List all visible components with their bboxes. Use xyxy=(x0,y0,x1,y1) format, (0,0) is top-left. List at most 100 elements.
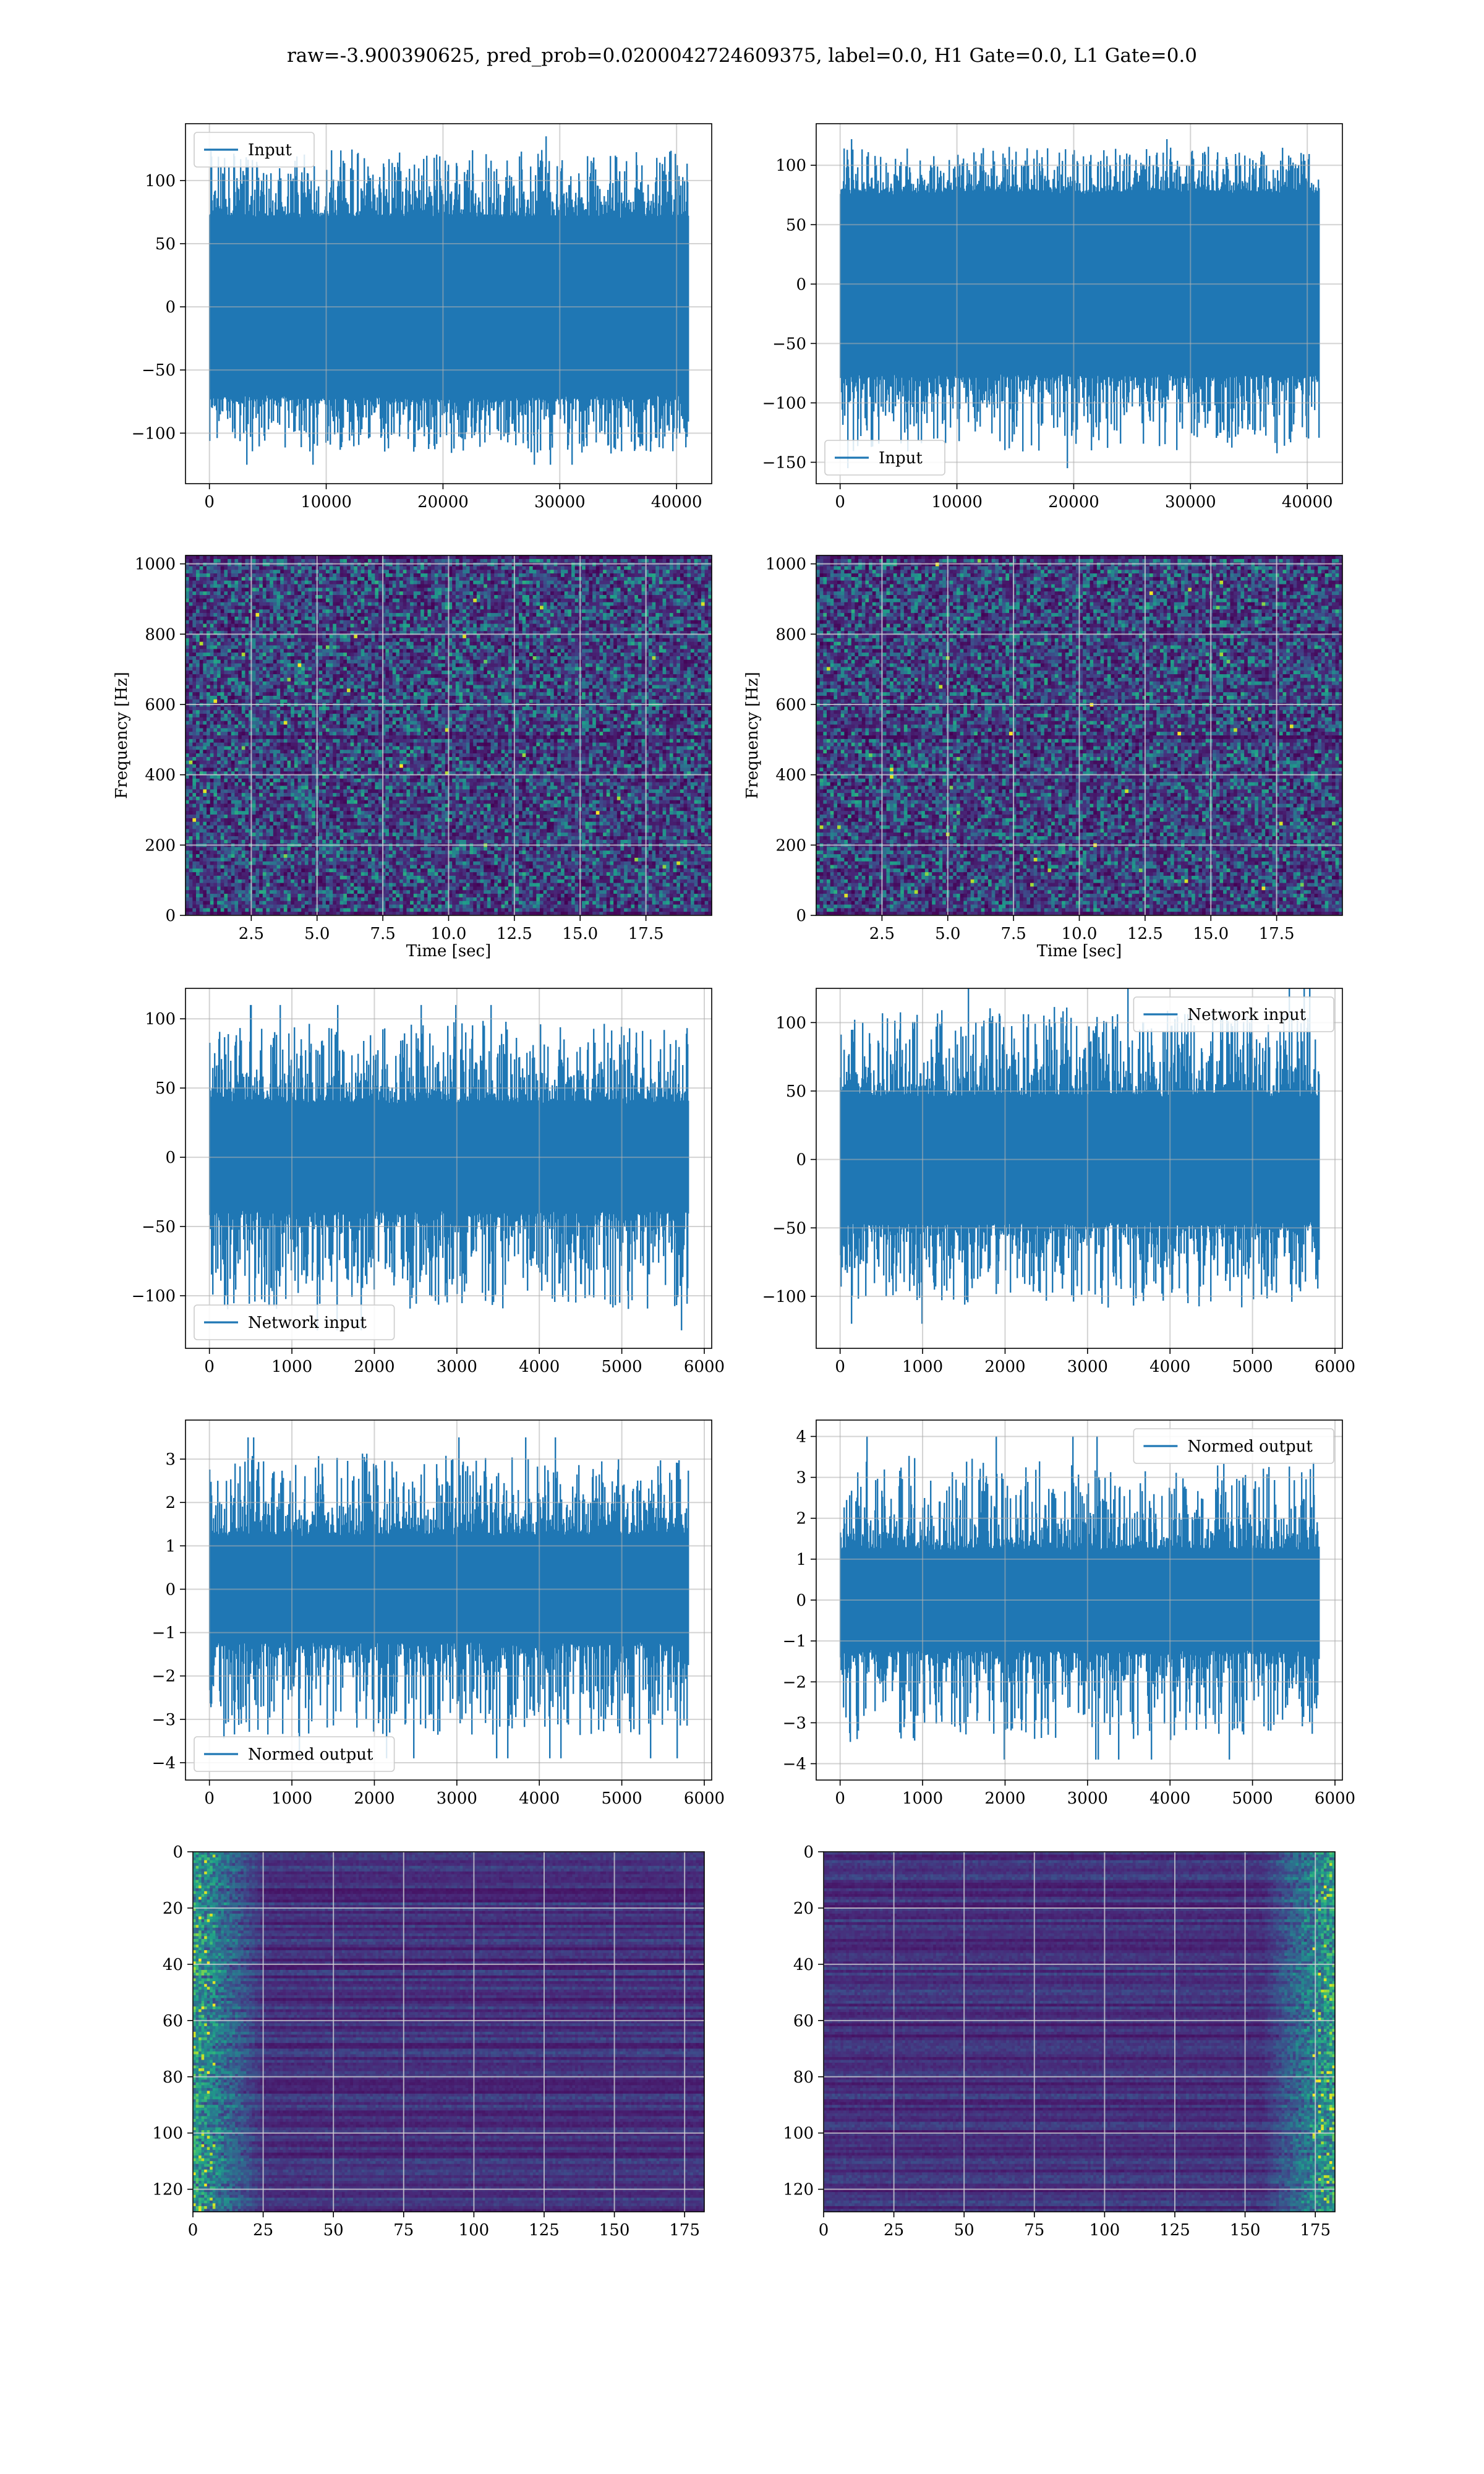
x-tick-label: 5000 xyxy=(602,1358,642,1376)
x-tick-label: 50 xyxy=(954,2221,974,2240)
h1-input-plot-area xyxy=(186,124,712,484)
x-tick-label: 7.5 xyxy=(1000,925,1026,943)
x-tick-label: 0 xyxy=(819,2221,829,2240)
y-tick-label: 1 xyxy=(165,1537,176,1556)
y-tick-label: 50 xyxy=(786,216,806,234)
legend-entry: Input xyxy=(248,141,292,160)
y-tick-label: −50 xyxy=(142,1218,176,1236)
x-tick-label: 5000 xyxy=(1232,1789,1273,1808)
l1-input-plot-area xyxy=(816,124,1342,484)
y-tick-label: −4 xyxy=(152,1754,176,1773)
x-tick-label: 2.5 xyxy=(869,925,895,943)
h1-normed-output-panel: 0 1000 2000 3000 4000 5000 6000−4−3−2−10123Nor… xyxy=(152,1420,725,1808)
y-tick-label: −4 xyxy=(783,1755,806,1774)
legend: Input xyxy=(825,440,945,475)
y-tick-label: 0 xyxy=(173,1843,183,1862)
y-tick-label: 100 xyxy=(775,1014,806,1032)
series-line-input xyxy=(840,139,1319,468)
x-tick-label: 4000 xyxy=(519,1358,560,1376)
y-tick-label: 100 xyxy=(775,156,806,175)
y-tick-label: −1 xyxy=(783,1632,806,1651)
x-tick-label: 0 xyxy=(835,1789,845,1808)
y-tick-label: 50 xyxy=(155,235,176,254)
y-tick-label: 4 xyxy=(796,1427,806,1446)
x-tick-label: 2000 xyxy=(984,1789,1025,1808)
x-tick-label: 1000 xyxy=(271,1789,312,1808)
y-tick-label: −50 xyxy=(142,361,176,380)
x-axis-label: Time [sec] xyxy=(1037,942,1122,961)
x-tick-label: 30000 xyxy=(534,493,586,511)
x-tick-label: 175 xyxy=(1300,2221,1331,2240)
x-tick-label: 125 xyxy=(1159,2221,1190,2240)
x-tick-label: 25 xyxy=(253,2221,273,2240)
figure-title: raw=-3.900390625, pred_prob=0.0200042724… xyxy=(287,45,1197,67)
x-tick-label: 0 xyxy=(835,493,845,511)
y-tick-label: 40 xyxy=(163,1956,183,1974)
y-tick-label: 400 xyxy=(775,766,806,785)
l1-normed-output-plot-area xyxy=(816,1420,1342,1780)
x-tick-label: 5.0 xyxy=(304,925,330,943)
y-tick-label: −150 xyxy=(762,453,806,472)
y-tick-label: −50 xyxy=(772,1219,806,1238)
y-tick-label: 1 xyxy=(796,1551,806,1569)
y-tick-label: 100 xyxy=(145,1010,176,1029)
y-tick-label: −3 xyxy=(152,1711,176,1729)
x-tick-label: 4000 xyxy=(1149,1789,1190,1808)
series-line-network-input xyxy=(840,988,1319,1324)
y-tick-label: 50 xyxy=(786,1082,806,1101)
x-tick-label: 15.0 xyxy=(562,925,598,943)
y-tick-label: 200 xyxy=(145,836,176,855)
y-tick-label: 600 xyxy=(775,696,806,714)
x-tick-label: 6000 xyxy=(684,1358,725,1376)
x-tick-label: 3000 xyxy=(437,1789,477,1808)
x-tick-label: 10.0 xyxy=(431,925,467,943)
y-tick-label: 20 xyxy=(163,1899,183,1918)
h1-spectrogram-panel: 2.5 5.0 7.5 10.0 12.5 15.0 17.5020040060080010… xyxy=(113,555,712,961)
y-tick-label: 100 xyxy=(145,172,176,190)
x-tick-label: 40000 xyxy=(1282,493,1333,511)
x-tick-label: 15.0 xyxy=(1193,925,1229,943)
x-tick-label: 0 xyxy=(204,1358,215,1376)
x-tick-label: 2000 xyxy=(354,1789,394,1808)
y-tick-label: 40 xyxy=(793,1956,814,1974)
x-tick-label: 5000 xyxy=(602,1789,642,1808)
x-tick-label: 1000 xyxy=(902,1358,943,1376)
y-tick-label: 600 xyxy=(145,696,176,714)
x-tick-label: 3000 xyxy=(1067,1358,1108,1376)
series-line-input xyxy=(210,136,688,464)
y-tick-label: 200 xyxy=(775,836,806,855)
l1-network-input-plot-area xyxy=(816,988,1342,1348)
y-tick-label: −50 xyxy=(772,335,806,353)
y-tick-label: 800 xyxy=(775,625,806,644)
y-tick-label: −2 xyxy=(783,1673,806,1692)
l1-feature-map-plot-area xyxy=(824,1852,1336,2212)
y-tick-label: −100 xyxy=(762,394,806,413)
x-tick-label: 6000 xyxy=(1315,1358,1355,1376)
h1-spectrogram-plot-area xyxy=(186,555,712,916)
x-tick-label: 1000 xyxy=(271,1358,312,1376)
legend: Normed output xyxy=(194,1737,394,1771)
x-tick-label: 50 xyxy=(323,2221,344,2240)
heatmap-cells xyxy=(824,1852,1336,2212)
y-axis-label: Frequency [Hz] xyxy=(743,672,762,799)
y-tick-label: 0 xyxy=(165,1580,176,1599)
x-tick-label: 0 xyxy=(188,2221,198,2240)
series-line-normed-output xyxy=(840,1437,1319,1760)
y-tick-label: 1000 xyxy=(765,555,806,574)
h1-normed-output-plot-area xyxy=(186,1420,712,1780)
y-tick-label: 3 xyxy=(165,1450,176,1469)
y-tick-label: 0 xyxy=(796,1151,806,1170)
y-tick-label: 2 xyxy=(165,1494,176,1512)
x-tick-label: 125 xyxy=(529,2221,560,2240)
legend: Network input xyxy=(194,1305,394,1340)
x-tick-label: 17.5 xyxy=(1259,925,1295,943)
x-tick-label: 10.0 xyxy=(1062,925,1098,943)
x-tick-label: 75 xyxy=(393,2221,414,2240)
x-tick-label: 75 xyxy=(1024,2221,1044,2240)
l1-normed-output-panel: 0 1000 2000 3000 4000 5000 6000−4−3−2−101234No… xyxy=(783,1420,1355,1808)
x-tick-label: 10000 xyxy=(931,493,983,511)
